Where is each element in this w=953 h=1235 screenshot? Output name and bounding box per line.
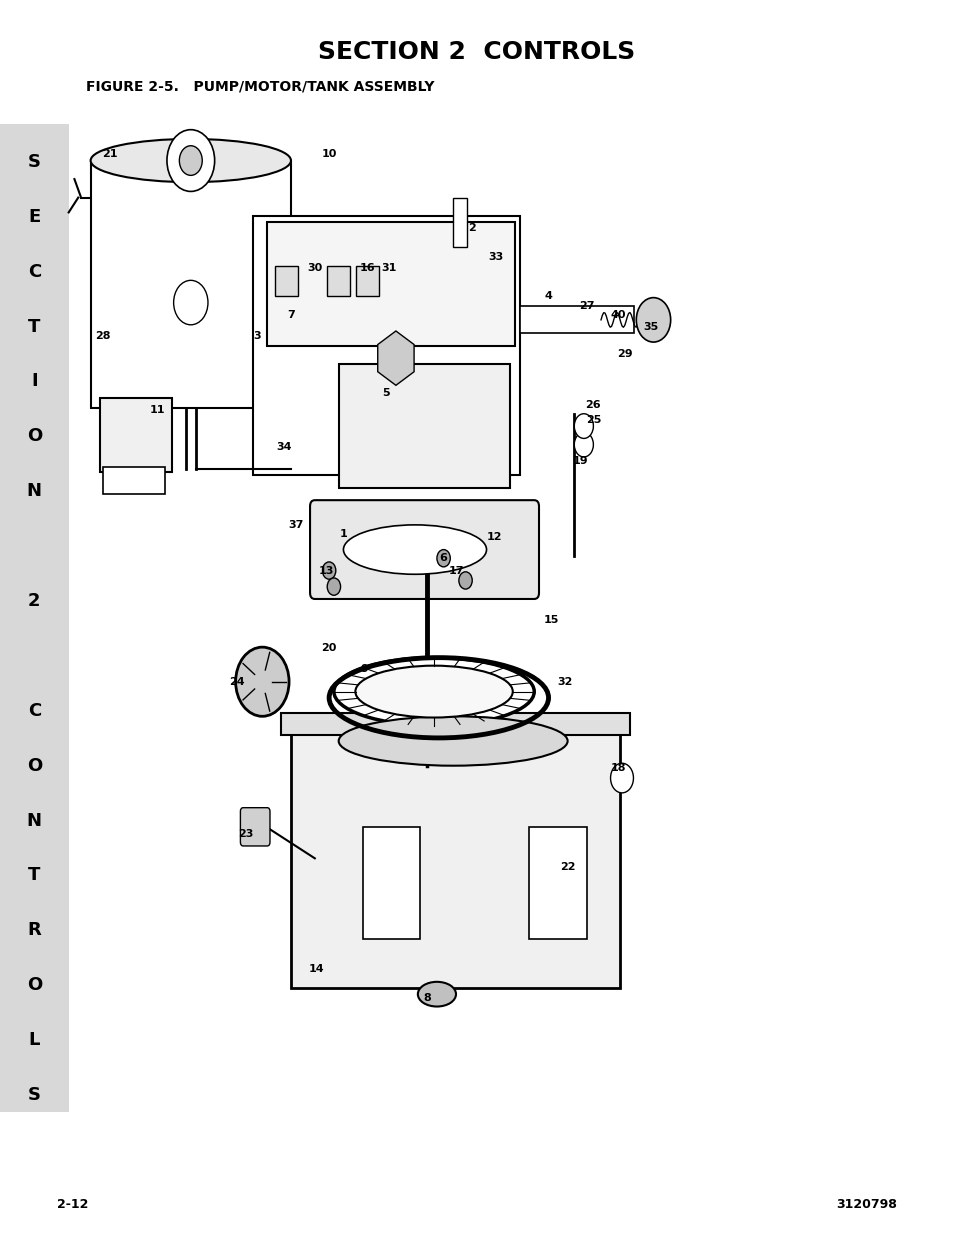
Text: O: O — [27, 976, 42, 994]
Text: 11: 11 — [150, 405, 165, 415]
Bar — [100, 398, 172, 472]
Text: T: T — [29, 317, 40, 336]
Text: 21: 21 — [102, 149, 117, 159]
FancyBboxPatch shape — [0, 124, 69, 1112]
Text: 2: 2 — [28, 592, 41, 610]
Text: R: R — [28, 921, 41, 940]
Text: 35: 35 — [642, 322, 658, 332]
Text: 19: 19 — [572, 456, 587, 466]
Text: 31: 31 — [381, 263, 396, 273]
Text: N: N — [27, 811, 42, 830]
Text: 34: 34 — [276, 442, 292, 452]
Circle shape — [235, 647, 289, 716]
Text: 4: 4 — [544, 291, 552, 301]
Circle shape — [458, 572, 472, 589]
Circle shape — [436, 550, 450, 567]
Ellipse shape — [355, 666, 513, 718]
Text: 26: 26 — [585, 400, 600, 410]
Text: 17: 17 — [448, 566, 463, 576]
Text: 28: 28 — [95, 331, 111, 341]
Text: 14: 14 — [309, 965, 324, 974]
Ellipse shape — [338, 716, 567, 766]
Text: 18: 18 — [610, 763, 625, 773]
Text: 20: 20 — [321, 643, 336, 653]
Bar — [103, 467, 165, 494]
Text: 13: 13 — [318, 566, 334, 576]
Bar — [519, 306, 634, 333]
Text: 6: 6 — [439, 553, 447, 563]
Text: 23: 23 — [238, 829, 253, 839]
Text: L: L — [29, 1031, 40, 1050]
Text: 29: 29 — [617, 350, 632, 359]
Bar — [529, 827, 586, 939]
Text: 7: 7 — [287, 310, 294, 320]
Text: 3: 3 — [253, 331, 261, 341]
Text: E: E — [29, 207, 40, 226]
Text: 37: 37 — [288, 520, 303, 530]
Text: SECTION 2  CONTROLS: SECTION 2 CONTROLS — [318, 40, 635, 64]
Bar — [267, 222, 515, 346]
Bar — [281, 713, 629, 735]
Text: 2-12: 2-12 — [57, 1198, 89, 1210]
Bar — [274, 266, 297, 296]
Bar — [338, 364, 510, 488]
Circle shape — [173, 280, 208, 325]
Text: C: C — [28, 701, 41, 720]
Text: C: C — [28, 263, 41, 280]
Circle shape — [574, 414, 593, 438]
Circle shape — [574, 432, 593, 457]
Text: S: S — [28, 153, 41, 170]
Ellipse shape — [343, 525, 486, 574]
Bar — [327, 266, 350, 296]
Ellipse shape — [417, 982, 456, 1007]
Text: 32: 32 — [557, 677, 572, 687]
Bar — [91, 161, 291, 408]
Text: 3120798: 3120798 — [835, 1198, 896, 1210]
Circle shape — [167, 130, 214, 191]
FancyBboxPatch shape — [240, 808, 270, 846]
Bar — [355, 266, 378, 296]
Text: 8: 8 — [423, 993, 431, 1003]
Bar — [253, 216, 519, 475]
Ellipse shape — [334, 658, 534, 726]
Text: I: I — [31, 373, 37, 390]
Text: O: O — [27, 757, 42, 774]
Text: 33: 33 — [488, 252, 503, 262]
Circle shape — [179, 146, 202, 175]
Text: 40: 40 — [610, 310, 625, 320]
Circle shape — [327, 578, 340, 595]
Text: 10: 10 — [321, 149, 336, 159]
Bar — [362, 827, 419, 939]
Circle shape — [322, 562, 335, 579]
FancyBboxPatch shape — [310, 500, 538, 599]
Text: 5: 5 — [382, 388, 390, 398]
Bar — [291, 729, 619, 988]
Bar — [453, 198, 467, 247]
Text: S: S — [28, 1086, 41, 1104]
Text: 15: 15 — [543, 615, 558, 625]
Circle shape — [610, 763, 633, 793]
Text: 1: 1 — [339, 529, 347, 538]
Text: 16: 16 — [359, 263, 375, 273]
Ellipse shape — [91, 140, 291, 182]
Polygon shape — [377, 331, 414, 385]
Text: FIGURE 2-5.   PUMP/MOTOR/TANK ASSEMBLY: FIGURE 2-5. PUMP/MOTOR/TANK ASSEMBLY — [86, 79, 434, 94]
Circle shape — [636, 298, 670, 342]
Text: 24: 24 — [229, 677, 244, 687]
Text: N: N — [27, 482, 42, 500]
Text: 12: 12 — [486, 532, 501, 542]
Text: 25: 25 — [585, 415, 600, 425]
Text: 2: 2 — [468, 224, 476, 233]
Text: T: T — [29, 867, 40, 884]
Text: 22: 22 — [559, 862, 575, 872]
Text: O: O — [27, 427, 42, 446]
Text: 30: 30 — [307, 263, 322, 273]
Text: 9: 9 — [360, 664, 368, 674]
Text: 27: 27 — [578, 301, 594, 311]
